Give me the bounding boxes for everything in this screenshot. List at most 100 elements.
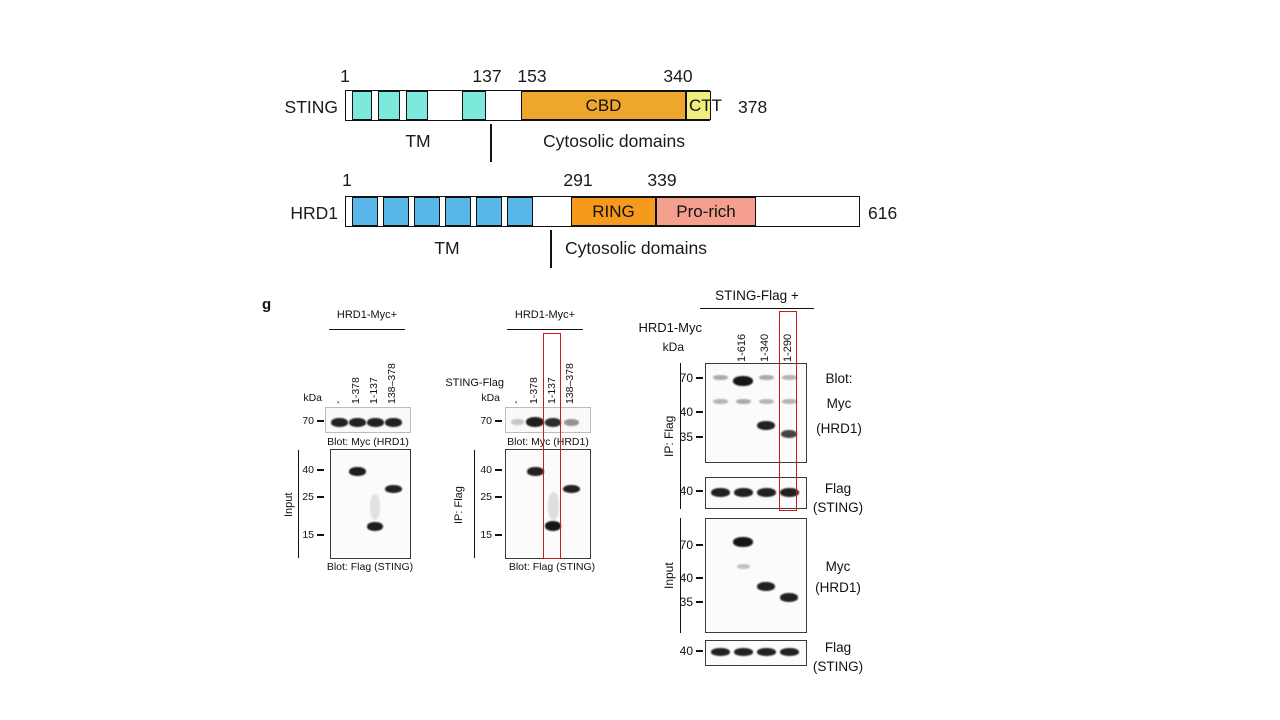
lane-label: 1-378 (528, 377, 540, 404)
protein-band (710, 487, 730, 497)
right-highlight-lane-1-290 (779, 311, 797, 511)
sting-protein-label: STING (284, 97, 338, 117)
right-ip-bracket (680, 363, 682, 509)
protein-band (367, 521, 383, 531)
lane-label: - (332, 400, 344, 405)
mid-blot-myc-caption: Blot: Myc (HRD1) (507, 436, 589, 448)
mid-kda-label: kDa (481, 392, 500, 404)
right-group-header: STING-Flag + (715, 288, 799, 303)
hrd1-prorich-label: Pro-rich (676, 201, 736, 221)
lane-label: 138–378 (386, 363, 398, 404)
right-blot-input-flag (705, 640, 807, 666)
right-blot-ip-myc (705, 363, 807, 463)
sting-domain-bar: CBD CTT (345, 90, 722, 121)
protein-band (370, 494, 380, 520)
hrd1-ring-domain: RING (571, 197, 656, 226)
protein-band (757, 581, 775, 591)
protein-band (545, 521, 561, 531)
protein-band (545, 417, 561, 427)
lane-label: 1-616 (736, 333, 748, 362)
hrd1-tm-label: TM (434, 238, 460, 258)
lane-label: - (510, 400, 522, 405)
lane-label: 1-378 (350, 377, 362, 404)
protein-band (779, 648, 799, 656)
protein-band (733, 487, 753, 497)
sting-ctt-label: CTT (689, 95, 723, 115)
sting-cbd-label: CBD (585, 95, 622, 115)
sting-cytosolic-label: Cytosolic domains (543, 131, 685, 151)
right-blot-input-flag-caption: Flag (STING) (812, 640, 864, 674)
right-blot-ip-myc-caption: Blot: Myc (HRD1) (816, 371, 862, 436)
tm-segment (352, 91, 372, 120)
protein-band (526, 466, 544, 476)
protein-band (736, 563, 750, 569)
hrd1-tm-segments (346, 197, 859, 226)
tm-segment (378, 91, 400, 120)
left-lane-labels: - 1-378 1-137 138–378 (325, 332, 411, 404)
protein-band (756, 648, 776, 656)
kda-marker: 40 (657, 644, 703, 658)
protein-band (562, 485, 580, 493)
right-input-bracket (680, 518, 682, 633)
sting-tm-label: TM (405, 131, 431, 151)
lane-label: 1-340 (759, 333, 771, 362)
left-input-label: Input (283, 492, 295, 518)
sting-residue-start: 1 (340, 66, 350, 86)
tm-segment (462, 91, 486, 120)
mid-blot-myc (505, 407, 591, 433)
hrd1-residue-end: 616 (868, 203, 898, 223)
tm-segment (476, 197, 502, 226)
left-input-bracket (298, 450, 300, 558)
mid-header-underline (507, 329, 583, 331)
left-group-header: HRD1-Myc+ (336, 309, 398, 321)
right-ip-flag-label: IP: Flag (662, 415, 676, 457)
kda-marker: 70 (280, 414, 324, 428)
protein-band (757, 420, 775, 430)
protein-band (781, 430, 797, 438)
right-blot-ip-flag-caption: Flag (STING) (812, 481, 864, 515)
mid-ip-bracket (474, 450, 476, 558)
lane-label: 138–378 (564, 363, 576, 404)
sting-tm-cyto-divider (490, 124, 492, 162)
protein-band (756, 487, 776, 497)
left-header-underline (329, 329, 405, 331)
mid-ip-flag-label: IP: Flag (453, 486, 465, 524)
protein-band (712, 374, 728, 380)
protein-band (710, 648, 730, 656)
sting-residue-137: 137 (472, 66, 502, 86)
mid-sting-flag-label: STING-Flag (445, 377, 504, 389)
protein-band (563, 418, 579, 426)
protein-band (384, 485, 402, 493)
right-header-underline (700, 308, 814, 310)
hrd1-prorich-domain: Pro-rich (656, 197, 756, 226)
protein-band (733, 648, 753, 656)
sting-residue-153: 153 (517, 66, 547, 86)
protein-band (779, 487, 799, 497)
right-hrd1-myc-label: HRD1-Myc (638, 320, 702, 335)
sting-ctt-domain: CTT (686, 91, 722, 120)
right-input-label: Input (662, 562, 676, 589)
sting-residue-340: 340 (663, 66, 693, 86)
tm-segment (445, 197, 471, 226)
protein-band (348, 417, 366, 427)
hrd1-protein-label: HRD1 (290, 203, 338, 223)
hrd1-residue-291: 291 (563, 170, 593, 190)
lane-label: 1-137 (368, 377, 380, 404)
right-blot-ip-flag (705, 477, 807, 509)
left-blot-myc-caption: Blot: Myc (HRD1) (327, 436, 409, 448)
panel-label-g: g (262, 296, 272, 313)
protein-band (330, 417, 348, 427)
right-blot-input-myc-caption: Myc (HRD1) (815, 559, 861, 595)
tm-segment (406, 91, 428, 120)
tm-segment (507, 197, 533, 226)
mid-blot-flag-caption: Blot: Flag (STING) (508, 561, 596, 573)
protein-band (366, 417, 384, 427)
mid-highlight-lane-1-137 (543, 333, 561, 559)
right-kda-label: kDa (662, 340, 684, 354)
protein-band (547, 492, 559, 520)
protein-band (758, 374, 774, 380)
left-kda-label: kDa (303, 392, 322, 404)
protein-band (510, 419, 524, 425)
mid-group-header: HRD1-Myc+ (514, 309, 576, 321)
